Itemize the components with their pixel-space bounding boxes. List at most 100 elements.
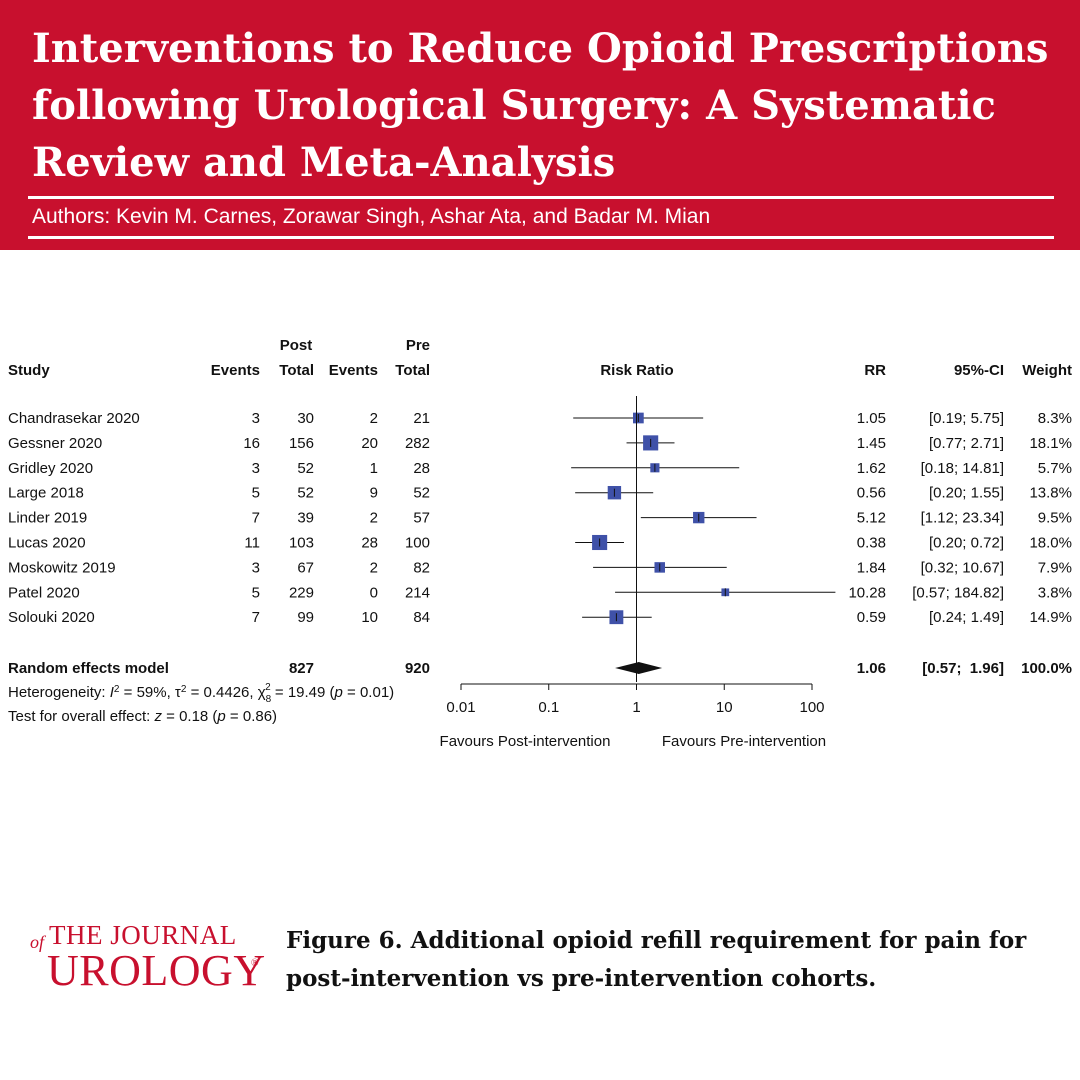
weight-cell: 18.0%: [1029, 535, 1072, 552]
header-risk-ratio: Risk Ratio: [600, 362, 673, 379]
rr-cell: 1.84: [857, 559, 886, 576]
rr-cell: 0.38: [857, 535, 886, 552]
rr-cell: 10.28: [848, 584, 886, 601]
article-authors: Authors: Kevin M. Carnes, Zorawar Singh,…: [32, 205, 711, 228]
post-total-cell: 99: [297, 609, 314, 626]
post-total-cell: 52: [297, 460, 314, 477]
logo-of: of: [30, 932, 45, 952]
study-name: Moskowitz 2019: [8, 559, 116, 576]
weight-cell: 9.5%: [1038, 510, 1072, 527]
header-ci: 95%-CI: [954, 362, 1004, 379]
study-name: Linder 2019: [8, 510, 87, 527]
rr-cell: 1.62: [857, 460, 886, 477]
weight-cell: 3.8%: [1038, 584, 1072, 601]
logo-urology: UROLOGY: [47, 946, 266, 995]
study-name: Large 2018: [8, 485, 84, 502]
ci-cell: [1.12; 23.34]: [921, 510, 1004, 527]
pre-events-cell: 1: [370, 460, 378, 477]
x-tick-label: 10: [716, 699, 733, 716]
pooled-label: Random effects model: [8, 660, 169, 677]
header-pre-total: Total: [395, 362, 430, 379]
post-total-cell: 30: [297, 410, 314, 427]
post-events-cell: 7: [252, 510, 260, 527]
pooled-weight: 100.0%: [1021, 660, 1072, 677]
pre-total-cell: 52: [413, 485, 430, 502]
header-pre-events: Events: [329, 362, 378, 379]
forest-plot: Post Pre Study Events Total Events Total…: [8, 337, 1072, 750]
weight-cell: 13.8%: [1029, 485, 1072, 502]
study-rows: Chandrasekar 2020 3 30 2 21 1.05 [0.19; 5.75] 8…: [8, 410, 1072, 626]
post-total-cell: 156: [289, 435, 314, 452]
post-events-cell: 11: [244, 535, 260, 552]
header-post: Post: [280, 337, 313, 354]
post-events-cell: 3: [252, 460, 260, 477]
study-name: Gessner 2020: [8, 435, 102, 452]
study-name: Gridley 2020: [8, 460, 93, 477]
study-name: Solouki 2020: [8, 609, 95, 626]
pre-total-cell: 57: [413, 510, 430, 527]
weight-cell: 5.7%: [1038, 460, 1072, 477]
ci-cell: [0.19; 5.75]: [929, 410, 1004, 427]
post-total-cell: 67: [297, 559, 314, 576]
post-events-cell: 5: [252, 485, 260, 502]
pooled-pre-total: 920: [405, 660, 430, 677]
post-total-cell: 229: [289, 584, 314, 601]
pre-events-cell: 0: [370, 584, 378, 601]
ci-cell: [0.32; 10.67]: [921, 559, 1004, 576]
post-events-cell: 3: [252, 559, 260, 576]
rr-cell: 1.45: [857, 435, 886, 452]
rr-cell: 0.59: [857, 609, 886, 626]
post-events-cell: 3: [252, 410, 260, 427]
x-tick-label: 1: [632, 699, 640, 716]
x-tick-label: 0.1: [538, 699, 559, 716]
header-rule-bottom: [28, 236, 1054, 239]
logo-registered: ®: [251, 958, 259, 969]
weight-cell: 14.9%: [1029, 609, 1072, 626]
pre-total-cell: 28: [413, 460, 430, 477]
post-total-cell: 103: [289, 535, 314, 552]
pre-events-cell: 9: [370, 485, 378, 502]
pre-total-cell: 21: [413, 410, 430, 427]
pre-total-cell: 282: [405, 435, 430, 452]
header-pre: Pre: [406, 337, 430, 354]
pre-events-cell: 28: [361, 535, 378, 552]
pooled-post-total: 827: [289, 660, 314, 677]
ci-cell: [0.18; 14.81]: [921, 460, 1004, 477]
header-post-events: Events: [211, 362, 260, 379]
pre-total-cell: 82: [413, 559, 430, 576]
ci-cell: [0.24; 1.49]: [929, 609, 1004, 626]
weight-cell: 18.1%: [1029, 435, 1072, 452]
pre-events-cell: 10: [361, 609, 378, 626]
rr-cell: 5.12: [857, 510, 886, 527]
study-name: Patel 2020: [8, 584, 80, 601]
pre-total-cell: 100: [405, 535, 430, 552]
pre-total-cell: 214: [405, 584, 430, 601]
post-events-cell: 5: [252, 584, 260, 601]
pre-events-cell: 20: [361, 435, 378, 452]
pre-events-cell: 2: [370, 559, 378, 576]
weight-cell: 7.9%: [1038, 559, 1072, 576]
x-tick-label: 0.01: [446, 699, 475, 716]
plot-area: 0.01 0.1 1 10 100: [446, 396, 836, 716]
x-tick-label: 100: [799, 699, 824, 716]
pooled-rr: 1.06: [857, 660, 886, 677]
study-name: Lucas 2020: [8, 535, 86, 552]
post-events-cell: 16: [243, 435, 260, 452]
header-weight: Weight: [1022, 362, 1072, 379]
ci-cell: [0.20; 0.72]: [929, 535, 1004, 552]
weight-cell: 8.3%: [1038, 410, 1072, 427]
favours-pre-label: Favours Pre-intervention: [662, 733, 826, 750]
study-name: Chandrasekar 2020: [8, 410, 140, 427]
pre-events-cell: 2: [370, 410, 378, 427]
header-rr: RR: [864, 362, 886, 379]
header-banner: Interventions to Reduce Opioid Prescript…: [0, 0, 1080, 250]
article-title: Interventions to Reduce Opioid Prescript…: [32, 25, 1049, 186]
pooled-diamond: [615, 662, 663, 674]
post-events-cell: 7: [252, 609, 260, 626]
favours-post-label: Favours Post-intervention: [440, 733, 611, 750]
pooled-ci: [0.57; 1.96]: [922, 660, 1004, 677]
figure-caption: Figure 6. Additional opioid refill requi…: [286, 927, 1027, 992]
pre-total-cell: 84: [413, 609, 430, 626]
header-rule-top: [28, 196, 1054, 199]
overall-effect-text: Test for overall effect: z = 0.18 (p = 0…: [8, 708, 277, 725]
